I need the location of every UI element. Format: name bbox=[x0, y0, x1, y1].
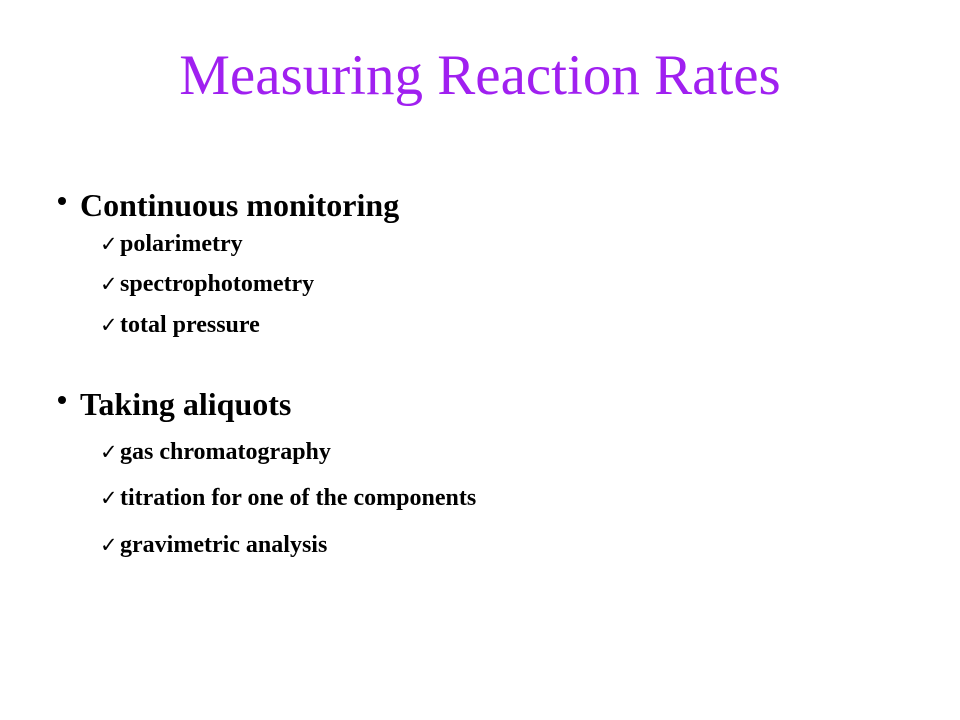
bullet-dot-icon bbox=[58, 396, 66, 404]
list-item: gravimetric analysis bbox=[120, 532, 328, 558]
list-item: titration for one of the components bbox=[120, 485, 477, 511]
check-mark-icon: ✓ bbox=[100, 272, 118, 296]
check-mark-icon: ✓ bbox=[100, 533, 118, 557]
section-heading: Taking aliquots bbox=[80, 386, 292, 422]
check-mark-icon: ✓ bbox=[100, 440, 118, 464]
slide-title: Measuring Reaction Rates bbox=[179, 44, 781, 107]
list-item: gas chromatography bbox=[120, 439, 331, 465]
section-heading: Continuous monitoring bbox=[80, 187, 400, 223]
bullet-dot-icon bbox=[58, 197, 66, 205]
list-item: spectrophotometry bbox=[120, 271, 315, 297]
check-mark-icon: ✓ bbox=[100, 313, 118, 337]
list-item: polarimetry bbox=[120, 231, 243, 257]
check-mark-icon: ✓ bbox=[100, 232, 118, 256]
check-mark-icon: ✓ bbox=[100, 486, 118, 510]
list-item: total pressure bbox=[120, 312, 260, 338]
